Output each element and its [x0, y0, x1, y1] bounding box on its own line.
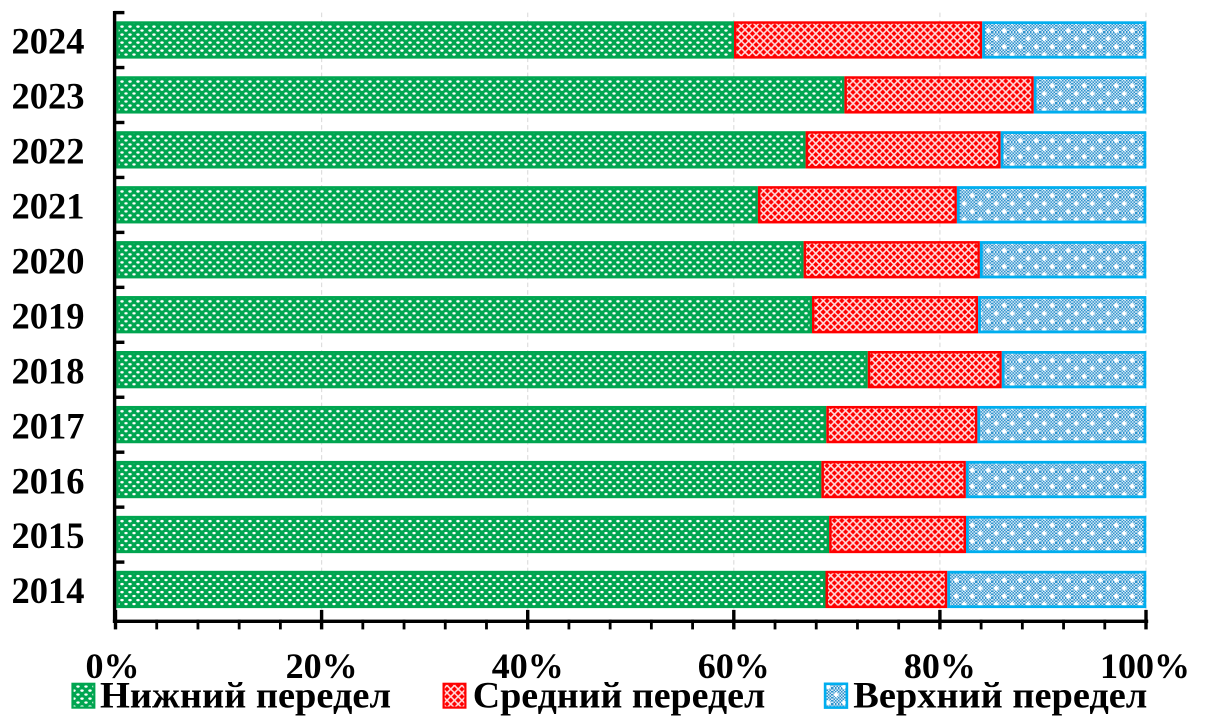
svg-text:Верхний передел: Верхний передел [853, 675, 1147, 716]
svg-text:60%: 60% [698, 646, 770, 686]
svg-text:40%: 40% [492, 646, 564, 686]
svg-text:20%: 20% [286, 646, 358, 686]
svg-text:2017: 2017 [12, 405, 85, 446]
svg-text:Средний передел: Средний передел [473, 675, 766, 716]
svg-text:80%: 80% [904, 646, 976, 686]
svg-text:2024: 2024 [12, 21, 85, 62]
svg-text:Нижний передел: Нижний передел [100, 675, 391, 716]
svg-text:2023: 2023 [12, 76, 85, 117]
svg-text:2022: 2022 [12, 131, 85, 172]
svg-text:2015: 2015 [12, 515, 85, 556]
svg-text:2020: 2020 [12, 241, 85, 282]
svg-text:100%: 100% [1100, 646, 1190, 686]
svg-text:2016: 2016 [12, 460, 85, 501]
svg-text:2018: 2018 [12, 350, 85, 391]
svg-text:2014: 2014 [12, 570, 85, 611]
svg-text:2019: 2019 [12, 295, 85, 336]
svg-text:0%: 0% [86, 646, 140, 686]
svg-text:2021: 2021 [12, 186, 85, 227]
